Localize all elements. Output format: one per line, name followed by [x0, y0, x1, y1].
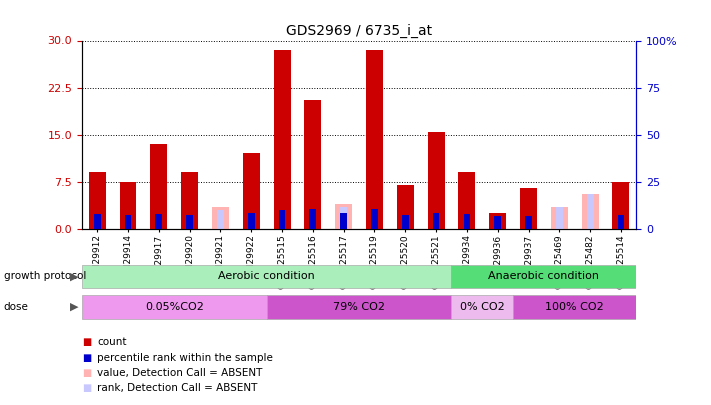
Bar: [82, 264, 451, 288]
Bar: [459, 173, 476, 229]
Bar: [451, 264, 636, 288]
Bar: [150, 144, 167, 229]
Bar: [433, 213, 439, 229]
Text: ■: ■: [82, 384, 91, 393]
Text: Anaerobic condition: Anaerobic condition: [488, 271, 599, 281]
Bar: [94, 214, 100, 229]
Bar: [582, 194, 599, 229]
Text: Aerobic condition: Aerobic condition: [218, 271, 315, 281]
Bar: [494, 215, 501, 229]
Text: dose: dose: [4, 302, 28, 312]
Bar: [181, 173, 198, 229]
Text: percentile rank within the sample: percentile rank within the sample: [97, 353, 273, 362]
Bar: [402, 215, 409, 229]
Bar: [156, 214, 162, 229]
Bar: [89, 173, 106, 229]
Bar: [212, 207, 229, 229]
Bar: [427, 132, 444, 229]
Bar: [366, 50, 383, 229]
Bar: [279, 210, 285, 229]
Bar: [371, 209, 378, 229]
Bar: [556, 207, 562, 229]
Bar: [304, 100, 321, 229]
Bar: [612, 182, 629, 229]
Bar: [513, 295, 636, 319]
Text: 100% CO2: 100% CO2: [545, 302, 604, 312]
Text: ■: ■: [82, 368, 91, 378]
Bar: [451, 295, 513, 319]
Text: ■: ■: [82, 337, 91, 347]
Bar: [217, 210, 224, 229]
Bar: [551, 207, 568, 229]
Bar: [242, 153, 260, 229]
Bar: [119, 182, 137, 229]
Title: GDS2969 / 6735_i_at: GDS2969 / 6735_i_at: [286, 24, 432, 38]
Bar: [341, 213, 347, 229]
Bar: [82, 295, 267, 319]
Text: count: count: [97, 337, 127, 347]
Bar: [397, 185, 414, 229]
Bar: [335, 204, 352, 229]
Bar: [309, 209, 316, 229]
Text: value, Detection Call = ABSENT: value, Detection Call = ABSENT: [97, 368, 263, 378]
Text: 79% CO2: 79% CO2: [333, 302, 385, 312]
Bar: [341, 207, 347, 229]
Bar: [186, 215, 193, 229]
Text: 0% CO2: 0% CO2: [460, 302, 505, 312]
Text: growth protocol: growth protocol: [4, 271, 86, 281]
Bar: [274, 50, 291, 229]
Bar: [489, 213, 506, 229]
Text: ▶: ▶: [70, 271, 78, 281]
Bar: [587, 194, 594, 229]
Text: rank, Detection Call = ABSENT: rank, Detection Call = ABSENT: [97, 384, 258, 393]
Bar: [525, 215, 532, 229]
Text: 0.05%CO2: 0.05%CO2: [145, 302, 203, 312]
Text: ■: ■: [82, 353, 91, 362]
Bar: [248, 213, 255, 229]
Bar: [124, 215, 132, 229]
Bar: [267, 295, 451, 319]
Bar: [520, 188, 537, 229]
Bar: [618, 215, 624, 229]
Bar: [464, 214, 470, 229]
Text: ▶: ▶: [70, 302, 78, 312]
